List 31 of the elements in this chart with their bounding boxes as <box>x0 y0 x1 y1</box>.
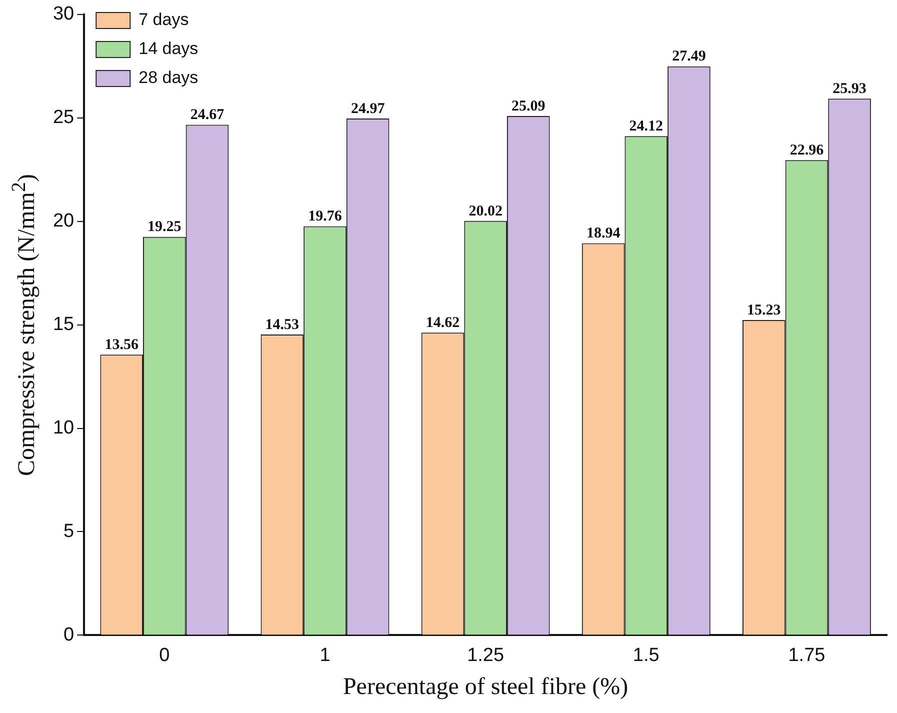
legend-label: 7 days <box>138 10 189 30</box>
y-tick-label: 0 <box>64 624 74 646</box>
y-tick-label: 20 <box>52 210 74 232</box>
y-tick-label: 10 <box>52 418 74 438</box>
data-label: 14.62 <box>426 315 460 332</box>
x-tick-label: 1.75 <box>788 644 826 666</box>
data-label: 18.94 <box>586 226 621 242</box>
legend-label: 28 days <box>138 68 198 88</box>
data-label: 24.12 <box>629 118 664 134</box>
x-tick-label: 1.25 <box>467 644 504 666</box>
data-label: 13.56 <box>104 336 139 353</box>
data-label: 22.96 <box>790 142 824 158</box>
data-label: 24.67 <box>190 107 225 124</box>
y-tick-label: 15 <box>52 314 74 336</box>
data-label: 24.97 <box>350 100 386 117</box>
x-axis-title: Perecentage of steel fibre (%) <box>342 674 630 701</box>
y-tick-label: 5 <box>64 520 74 542</box>
x-tick-label: 0 <box>159 644 170 666</box>
y-tick-label: 30 <box>52 4 74 25</box>
data-label: 19.76 <box>308 208 342 225</box>
y-tick-label: 25 <box>52 107 74 128</box>
data-label: 19.25 <box>148 219 182 236</box>
legend-label: 14 days <box>138 39 198 58</box>
data-label: 20.02 <box>468 203 502 220</box>
x-tick-label: 1.5 <box>632 644 660 666</box>
data-label: 25.09 <box>512 98 546 114</box>
data-label: 15.23 <box>747 302 781 318</box>
x-tick-label: 1 <box>320 644 330 666</box>
data-label: 27.49 <box>672 48 706 65</box>
data-label: 25.93 <box>832 80 866 97</box>
data-label: 14.53 <box>265 316 300 333</box>
